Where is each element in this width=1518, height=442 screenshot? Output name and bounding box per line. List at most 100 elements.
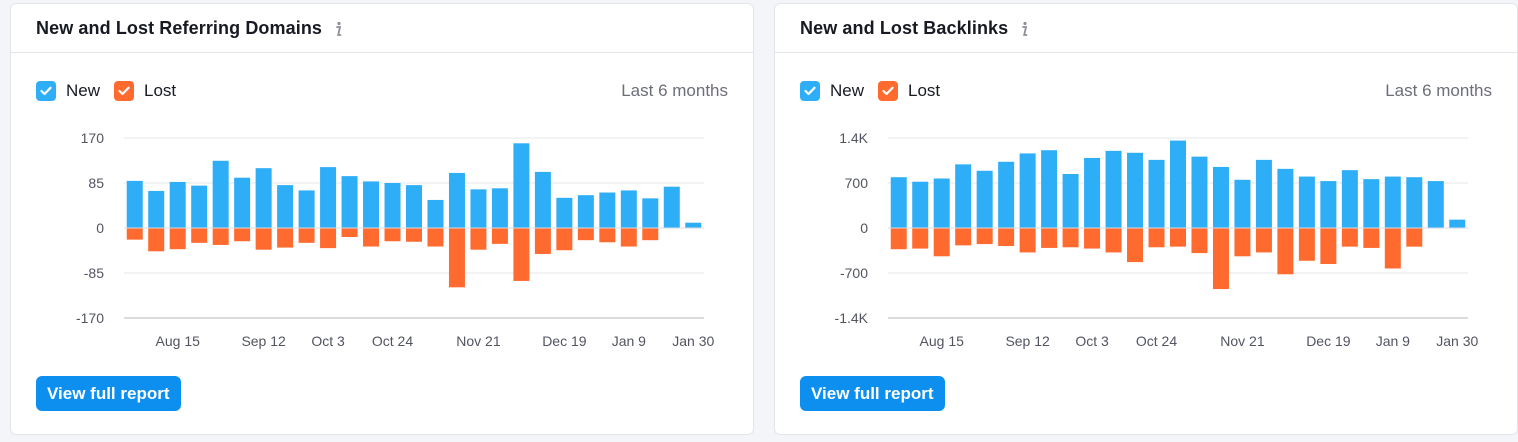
new-bar[interactable]: [1234, 179, 1251, 228]
view-full-report-button[interactable]: View full report: [36, 376, 181, 411]
new-bar[interactable]: [890, 177, 907, 228]
new-bar[interactable]: [1212, 166, 1229, 228]
info-icon[interactable]: [333, 21, 343, 37]
new-bar[interactable]: [491, 188, 508, 228]
new-bar[interactable]: [933, 178, 950, 229]
new-bar[interactable]: [1277, 168, 1294, 228]
new-bar[interactable]: [1170, 140, 1186, 228]
lost-checkbox[interactable]: [114, 81, 135, 101]
new-bar[interactable]: [1298, 176, 1315, 228]
legend-new[interactable]: New: [36, 81, 100, 101]
lost-bar[interactable]: [1170, 228, 1186, 247]
lost-bar[interactable]: [912, 228, 929, 249]
new-bar[interactable]: [1148, 159, 1165, 228]
new-bar[interactable]: [363, 181, 380, 228]
new-bar[interactable]: [642, 198, 659, 228]
new-bar[interactable]: [577, 195, 594, 228]
new-bar[interactable]: [976, 170, 993, 228]
info-icon[interactable]: [1019, 21, 1029, 37]
lost-bar[interactable]: [1148, 228, 1165, 248]
lost-bar[interactable]: [341, 228, 358, 237]
new-bar[interactable]: [1255, 159, 1272, 228]
lost-bar[interactable]: [955, 228, 972, 246]
lost-bar[interactable]: [448, 228, 465, 288]
new-bar[interactable]: [1320, 181, 1337, 228]
lost-bar[interactable]: [427, 228, 444, 247]
lost-bar[interactable]: [1298, 228, 1315, 261]
lost-bar[interactable]: [534, 228, 551, 254]
lost-bar[interactable]: [513, 228, 530, 281]
lost-bar[interactable]: [1363, 228, 1380, 248]
new-bar[interactable]: [685, 222, 702, 228]
lost-bar[interactable]: [998, 228, 1015, 246]
lost-bar[interactable]: [1320, 228, 1337, 264]
new-bar[interactable]: [234, 177, 251, 228]
lost-bar[interactable]: [1105, 228, 1122, 253]
new-bar[interactable]: [470, 189, 487, 228]
lost-bar[interactable]: [1384, 228, 1401, 269]
new-bar[interactable]: [534, 171, 551, 228]
new-bar[interactable]: [1105, 150, 1122, 228]
new-bar[interactable]: [1019, 153, 1036, 228]
new-bar[interactable]: [1341, 170, 1358, 228]
new-bar[interactable]: [1406, 177, 1423, 228]
new-bar[interactable]: [298, 190, 315, 228]
new-bar[interactable]: [1041, 150, 1058, 228]
lost-bar[interactable]: [234, 228, 251, 242]
new-bar[interactable]: [191, 185, 208, 228]
lost-bar[interactable]: [148, 228, 165, 252]
lost-bar[interactable]: [1084, 228, 1101, 249]
lost-bar[interactable]: [1062, 228, 1079, 248]
new-checkbox[interactable]: [36, 81, 56, 101]
new-bar[interactable]: [599, 192, 616, 228]
new-bar[interactable]: [277, 185, 294, 228]
new-bar[interactable]: [556, 197, 573, 228]
new-bar[interactable]: [148, 190, 165, 228]
new-bar[interactable]: [384, 183, 401, 228]
lost-bar[interactable]: [1255, 228, 1272, 253]
lost-checkbox[interactable]: [878, 81, 899, 101]
legend-new[interactable]: New: [800, 81, 864, 101]
lost-bar[interactable]: [320, 228, 337, 249]
lost-bar[interactable]: [406, 228, 422, 242]
new-bar[interactable]: [126, 180, 143, 228]
new-bar[interactable]: [620, 190, 637, 228]
new-bar[interactable]: [955, 164, 972, 228]
lost-bar[interactable]: [1019, 228, 1036, 253]
lost-bar[interactable]: [491, 228, 508, 244]
new-bar[interactable]: [1427, 181, 1444, 228]
lost-bar[interactable]: [1277, 228, 1294, 275]
legend-lost[interactable]: Lost: [114, 81, 176, 101]
new-bar[interactable]: [320, 167, 337, 228]
lost-bar[interactable]: [642, 228, 659, 241]
lost-bar[interactable]: [1234, 228, 1251, 257]
new-bar[interactable]: [255, 168, 272, 228]
lost-bar[interactable]: [255, 228, 272, 250]
new-bar[interactable]: [1191, 156, 1208, 228]
lost-bar[interactable]: [976, 228, 993, 245]
new-bar[interactable]: [448, 172, 465, 228]
lost-bar[interactable]: [1191, 228, 1208, 254]
new-bar[interactable]: [513, 143, 530, 228]
lost-bar[interactable]: [1212, 228, 1229, 290]
lost-bar[interactable]: [620, 228, 637, 247]
lost-bar[interactable]: [363, 228, 380, 247]
lost-bar[interactable]: [470, 228, 487, 250]
lost-bar[interactable]: [277, 228, 294, 248]
lost-bar[interactable]: [212, 228, 229, 245]
new-bar[interactable]: [427, 199, 444, 228]
new-checkbox[interactable]: [800, 81, 820, 101]
lost-bar[interactable]: [599, 228, 616, 243]
legend-lost[interactable]: Lost: [878, 81, 940, 101]
lost-bar[interactable]: [126, 228, 143, 240]
new-bar[interactable]: [169, 181, 186, 228]
new-bar[interactable]: [1084, 157, 1101, 228]
new-bar[interactable]: [212, 160, 229, 228]
lost-bar[interactable]: [1127, 228, 1144, 263]
lost-bar[interactable]: [384, 228, 401, 242]
view-full-report-button[interactable]: View full report: [800, 376, 945, 411]
new-bar[interactable]: [1127, 152, 1144, 228]
lost-bar[interactable]: [169, 228, 186, 250]
lost-bar[interactable]: [933, 228, 950, 257]
lost-bar[interactable]: [191, 228, 208, 243]
